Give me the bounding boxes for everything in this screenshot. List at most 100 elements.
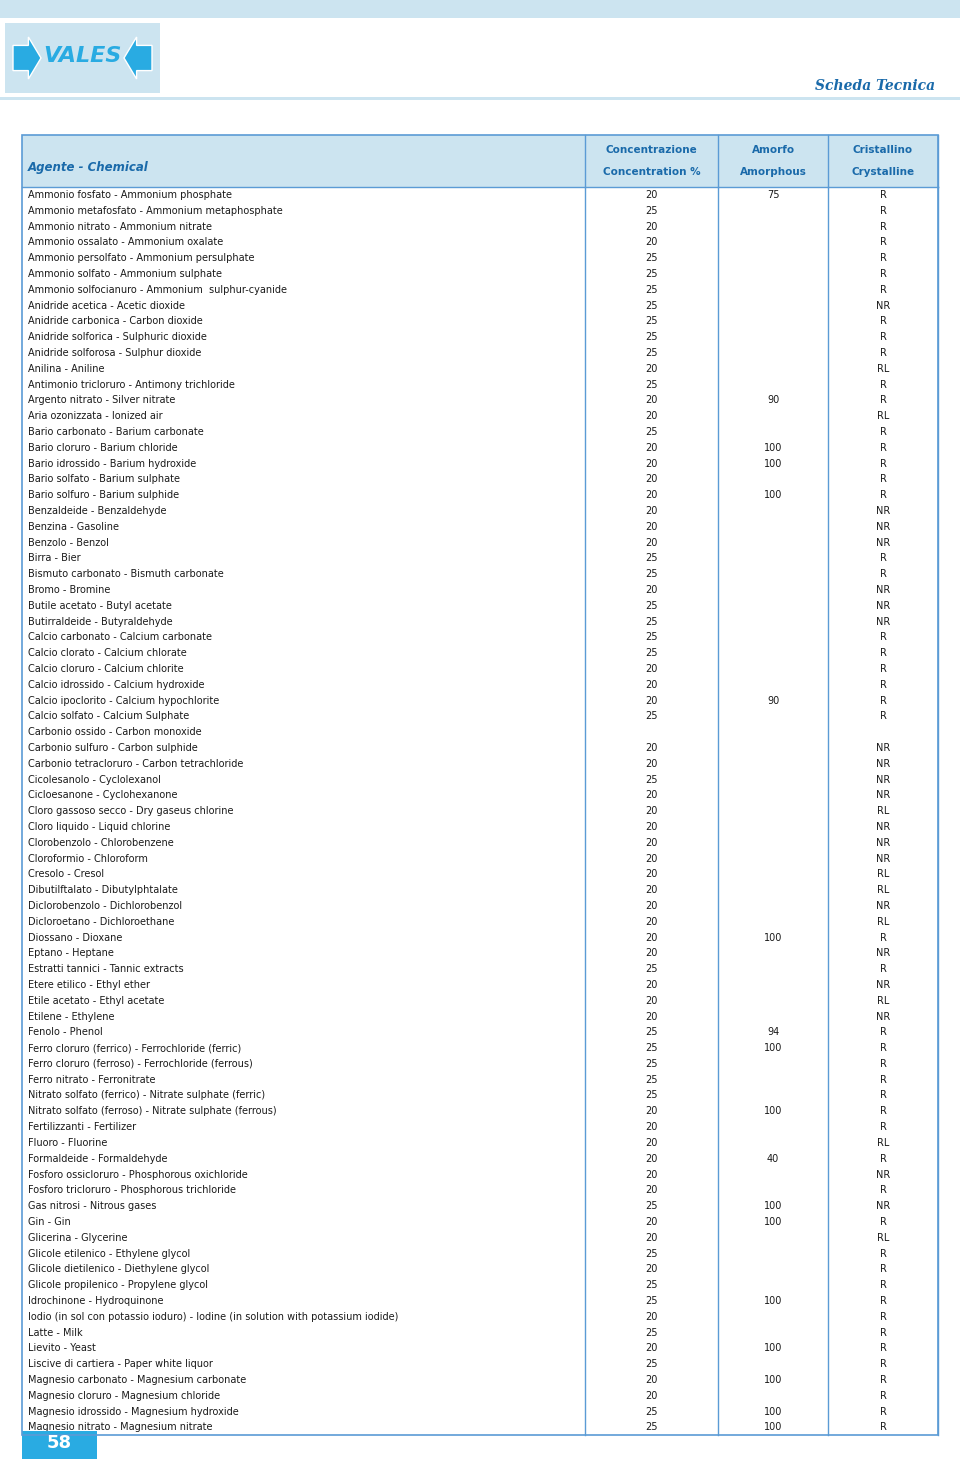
Text: R: R xyxy=(879,1122,886,1132)
Text: Magnesio carbonato - Magnesium carbonate: Magnesio carbonato - Magnesium carbonate xyxy=(28,1374,247,1385)
Text: Glicole propilenico - Propylene glycol: Glicole propilenico - Propylene glycol xyxy=(28,1280,208,1291)
Text: R: R xyxy=(879,395,886,406)
Text: 20: 20 xyxy=(645,742,658,753)
Text: 20: 20 xyxy=(645,237,658,247)
Text: 25: 25 xyxy=(645,964,658,975)
Text: 100: 100 xyxy=(764,1407,782,1417)
Text: 25: 25 xyxy=(645,1091,658,1101)
Text: Ammonio persolfato - Ammonium persulphate: Ammonio persolfato - Ammonium persulphat… xyxy=(28,253,254,263)
Text: 75: 75 xyxy=(767,190,780,200)
Bar xyxy=(0,18,960,98)
Text: 25: 25 xyxy=(645,632,658,642)
Text: 20: 20 xyxy=(645,190,658,200)
Text: Gin - Gin: Gin - Gin xyxy=(28,1217,71,1227)
Text: Cloroformio - Chloroform: Cloroformio - Chloroform xyxy=(28,854,148,863)
Text: Glicerina - Glycerine: Glicerina - Glycerine xyxy=(28,1233,128,1242)
Text: Bromo - Bromine: Bromo - Bromine xyxy=(28,585,110,595)
Text: 20: 20 xyxy=(645,475,658,484)
Text: NR: NR xyxy=(876,616,890,626)
Text: R: R xyxy=(879,1374,886,1385)
Bar xyxy=(22,1430,97,1460)
Text: R: R xyxy=(879,1264,886,1274)
Text: Dicloroetano - Dichloroethane: Dicloroetano - Dichloroethane xyxy=(28,917,175,926)
Text: Ammonio solfato - Ammonium sulphate: Ammonio solfato - Ammonium sulphate xyxy=(28,269,222,279)
Text: Iodio (in sol con potassio ioduro) - Iodine (in solution with potassium iodide): Iodio (in sol con potassio ioduro) - Iod… xyxy=(28,1311,398,1322)
Text: Butile acetato - Butyl acetate: Butile acetato - Butyl acetate xyxy=(28,601,172,610)
Text: RL: RL xyxy=(876,917,889,926)
Bar xyxy=(0,0,960,18)
Text: Bario idrossido - Barium hydroxide: Bario idrossido - Barium hydroxide xyxy=(28,459,196,469)
Text: 25: 25 xyxy=(645,1423,658,1432)
Text: 100: 100 xyxy=(764,1423,782,1432)
Text: Cicolesanolo - Cyclolexanol: Cicolesanolo - Cyclolexanol xyxy=(28,775,161,785)
Text: Anidride solforosa - Sulphur dioxide: Anidride solforosa - Sulphur dioxide xyxy=(28,348,202,357)
Text: Ferro nitrato - Ferronitrate: Ferro nitrato - Ferronitrate xyxy=(28,1075,156,1085)
Text: R: R xyxy=(879,490,886,500)
Text: 20: 20 xyxy=(645,522,658,532)
Text: Bario solfuro - Barium sulphide: Bario solfuro - Barium sulphide xyxy=(28,490,180,500)
Text: NR: NR xyxy=(876,775,890,785)
Text: R: R xyxy=(879,1107,886,1116)
Text: Fosforo tricloruro - Phosphorous trichloride: Fosforo tricloruro - Phosphorous trichlo… xyxy=(28,1185,236,1195)
Text: NR: NR xyxy=(876,901,890,911)
Text: Bario cloruro - Barium chloride: Bario cloruro - Barium chloride xyxy=(28,442,178,453)
Text: Nitrato solfato (ferroso) - Nitrate sulphate (ferrous): Nitrato solfato (ferroso) - Nitrate sulp… xyxy=(28,1107,276,1116)
Text: Cloro liquido - Liquid chlorine: Cloro liquido - Liquid chlorine xyxy=(28,822,170,832)
Text: 20: 20 xyxy=(645,759,658,769)
Text: R: R xyxy=(879,316,886,326)
Text: VALES: VALES xyxy=(43,46,122,66)
Text: RL: RL xyxy=(876,1233,889,1242)
Text: R: R xyxy=(879,332,886,343)
Text: Ammonio nitrato - Ammonium nitrate: Ammonio nitrato - Ammonium nitrate xyxy=(28,222,212,231)
Polygon shape xyxy=(13,37,41,79)
Text: R: R xyxy=(879,426,886,437)
Text: R: R xyxy=(879,1407,886,1417)
Text: Ferro cloruro (ferrico) - Ferrochloride (ferric): Ferro cloruro (ferrico) - Ferrochloride … xyxy=(28,1044,241,1053)
Text: Bario solfato - Barium sulphate: Bario solfato - Barium sulphate xyxy=(28,475,180,484)
Bar xyxy=(22,135,938,187)
Text: 20: 20 xyxy=(645,695,658,706)
Text: Magnesio nitrato - Magnesium nitrate: Magnesio nitrato - Magnesium nitrate xyxy=(28,1423,212,1432)
Text: 100: 100 xyxy=(764,1201,782,1211)
Text: NR: NR xyxy=(876,822,890,832)
Text: Cloro gassoso secco - Dry gaseus chlorine: Cloro gassoso secco - Dry gaseus chlorin… xyxy=(28,806,233,816)
Text: Benzina - Gasoline: Benzina - Gasoline xyxy=(28,522,119,532)
Text: Lievito - Yeast: Lievito - Yeast xyxy=(28,1344,96,1354)
Text: 20: 20 xyxy=(645,1217,658,1227)
Text: R: R xyxy=(879,1154,886,1164)
Text: Fosforo ossicloruro - Phosphorous oxichloride: Fosforo ossicloruro - Phosphorous oxichl… xyxy=(28,1170,248,1179)
Text: R: R xyxy=(879,253,886,263)
Text: R: R xyxy=(879,237,886,247)
Text: Carbonio tetracloruro - Carbon tetrachloride: Carbonio tetracloruro - Carbon tetrachlo… xyxy=(28,759,244,769)
Text: Etilene - Ethylene: Etilene - Ethylene xyxy=(28,1011,114,1022)
Text: Fenolo - Phenol: Fenolo - Phenol xyxy=(28,1028,103,1038)
Text: R: R xyxy=(879,379,886,390)
Text: 20: 20 xyxy=(645,932,658,942)
Text: Calcio solfato - Calcium Sulphate: Calcio solfato - Calcium Sulphate xyxy=(28,711,189,722)
Text: Argento nitrato - Silver nitrate: Argento nitrato - Silver nitrate xyxy=(28,395,176,406)
Text: 25: 25 xyxy=(645,648,658,659)
Text: 100: 100 xyxy=(764,1044,782,1053)
Text: 20: 20 xyxy=(645,901,658,911)
Text: 100: 100 xyxy=(764,442,782,453)
Text: NR: NR xyxy=(876,980,890,989)
Text: 20: 20 xyxy=(645,585,658,595)
Text: R: R xyxy=(879,932,886,942)
Text: R: R xyxy=(879,222,886,231)
Text: 25: 25 xyxy=(645,1360,658,1369)
Text: 25: 25 xyxy=(645,253,658,263)
Text: 20: 20 xyxy=(645,791,658,800)
Text: 20: 20 xyxy=(645,459,658,469)
Text: 20: 20 xyxy=(645,1011,658,1022)
Text: R: R xyxy=(879,695,886,706)
Text: 25: 25 xyxy=(645,316,658,326)
Text: 20: 20 xyxy=(645,395,658,406)
Text: R: R xyxy=(879,206,886,216)
Text: 25: 25 xyxy=(645,1280,658,1291)
Text: 25: 25 xyxy=(645,775,658,785)
Text: 20: 20 xyxy=(645,1374,658,1385)
Text: 20: 20 xyxy=(645,1233,658,1242)
Text: 20: 20 xyxy=(645,1391,658,1401)
Text: Anidride solforica - Sulphuric dioxide: Anidride solforica - Sulphuric dioxide xyxy=(28,332,206,343)
Text: RL: RL xyxy=(876,869,889,879)
